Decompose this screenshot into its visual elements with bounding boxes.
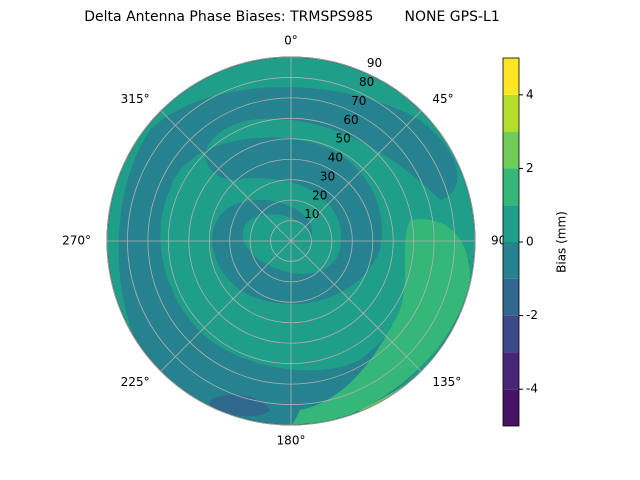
chart-title: Delta Antenna Phase Biases: TRMSPS985 NO… xyxy=(84,9,499,25)
grid-line xyxy=(160,110,292,242)
colorbar-band xyxy=(503,205,519,242)
colorbar-tick-label: -2 xyxy=(526,308,538,322)
colorbar-band xyxy=(503,131,519,169)
r-tick-label: 50 xyxy=(336,132,351,146)
colorbar-band xyxy=(503,352,519,390)
colorbar-band xyxy=(503,242,519,279)
grid-circle xyxy=(167,117,415,365)
colorbar-tick-label: 2 xyxy=(526,161,534,175)
r-tick-label: 80 xyxy=(359,75,374,89)
colorbar-band xyxy=(503,58,519,95)
grid-circle xyxy=(270,220,312,262)
colorbar-band xyxy=(503,389,519,426)
r-tick-label: 20 xyxy=(312,188,327,202)
theta-tick-label: 270° xyxy=(62,234,91,248)
grid-circle xyxy=(147,97,435,385)
contour-field xyxy=(107,57,475,425)
grid-line xyxy=(290,110,422,242)
grid-line xyxy=(290,240,422,372)
theta-tick-label: 225° xyxy=(121,375,150,389)
r-tick-label: 70 xyxy=(351,94,366,108)
r-tick-label: 90 xyxy=(367,56,382,70)
r-tick-label: 60 xyxy=(343,113,358,127)
grid-line xyxy=(160,240,292,372)
theta-tick-label: 315° xyxy=(121,92,150,106)
grid-circle xyxy=(229,179,353,303)
theta-tick-label: 180° xyxy=(277,434,306,448)
contour-region xyxy=(290,219,470,425)
contour-region xyxy=(118,87,470,425)
theta-tick-label: 135° xyxy=(432,375,461,389)
grid-circle xyxy=(106,56,476,426)
colorbar-band xyxy=(503,168,519,206)
colorbar-band xyxy=(503,278,519,316)
colorbar-label: Bias (mm) xyxy=(555,211,569,273)
grid-circle xyxy=(188,138,394,344)
colorbar-tick-label: 0 xyxy=(526,235,534,249)
colorbar-band xyxy=(503,315,519,353)
r-tick-label: 40 xyxy=(328,151,343,165)
grid-circle xyxy=(127,77,455,405)
r-tick-label: 10 xyxy=(304,207,319,221)
theta-tick-label: 0° xyxy=(284,34,298,48)
theta-tick-label: 45° xyxy=(432,92,453,106)
grid-circle xyxy=(249,199,333,283)
grid-circle xyxy=(208,158,374,324)
colorbar-tick-label: -4 xyxy=(526,382,538,396)
colorbar-tick-label: 4 xyxy=(526,87,534,101)
colorbar-band xyxy=(503,94,519,132)
r-tick-label: 30 xyxy=(320,169,335,183)
